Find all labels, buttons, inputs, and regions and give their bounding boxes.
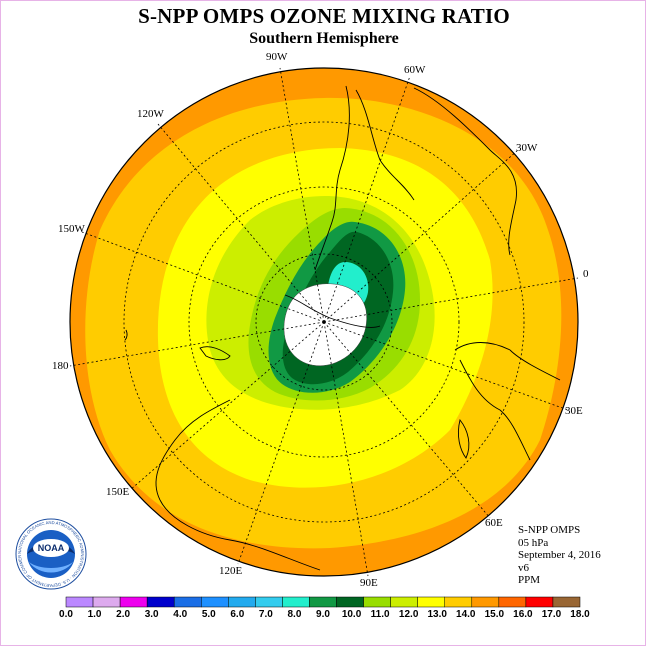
colorbar-swatch <box>201 596 229 608</box>
colorbar-tick-label: 10.0 <box>341 609 362 620</box>
info-level: 05 hPa <box>518 536 549 549</box>
graticule <box>69 67 579 577</box>
colorbar-swatch <box>525 596 554 608</box>
colorbar-tick-label: 18.0 <box>570 609 590 620</box>
colorbar <box>65 596 581 608</box>
colorbar-tick-label: 3.0 <box>144 609 159 620</box>
colorbar-swatch <box>228 596 256 608</box>
logo-text: NOAA <box>38 543 65 553</box>
colorbar-swatch <box>255 596 283 608</box>
colorbar-tick-label: 13.0 <box>427 609 447 620</box>
colorbar-swatch <box>92 596 121 608</box>
lon-label-150w: 150W <box>58 223 85 235</box>
colorbar-tick-label: 0.0 <box>59 609 73 620</box>
colorbar-tick-label: 17.0 <box>541 609 562 620</box>
colorbar-swatch <box>119 596 148 608</box>
lon-label-60w: 60W <box>404 64 426 76</box>
pole-dot <box>322 320 326 324</box>
colorbar-swatch <box>336 596 364 608</box>
colorbar-tick-label: 5.0 <box>201 609 216 620</box>
lon-label-30w: 30W <box>516 142 538 154</box>
lon-label-30e: 30E <box>565 405 583 417</box>
lon-label-60e: 60E <box>485 517 503 529</box>
colorbar-swatch <box>552 596 581 608</box>
lon-label-0: 0 <box>583 268 589 280</box>
colorbar-tick-label: 14.0 <box>456 609 476 620</box>
colorbar-swatch <box>471 596 500 608</box>
colorbar-tick-label: 7.0 <box>258 609 273 620</box>
colorbar-swatch <box>146 596 175 608</box>
lon-label-90w: 90W <box>266 51 288 63</box>
colorbar-tick-label: 2.0 <box>116 609 131 620</box>
noaa-logo: NATIONAL OCEANIC AND ATMOSPHERIC ADMINIS… <box>15 518 87 590</box>
colorbar-tick-label: 15.0 <box>484 609 505 620</box>
map-border <box>69 67 579 577</box>
lon-label-90e: 90E <box>360 577 378 589</box>
info-units: PPM <box>518 574 541 586</box>
colorbar-tick-label: 6.0 <box>230 609 245 620</box>
chart-title: S-NPP OMPS OZONE MIXING RATIO <box>138 4 510 28</box>
colorbar-swatch <box>390 596 418 608</box>
colorbar-tick-label: 12.0 <box>398 609 419 620</box>
lon-label-120e: 120E <box>219 565 243 577</box>
coastlines <box>124 85 561 571</box>
chart-subtitle: Southern Hemisphere <box>249 30 399 47</box>
lon-label-150e: 150E <box>106 486 130 498</box>
colorbar-swatch <box>444 596 473 608</box>
polar-night <box>283 283 367 366</box>
colorbar-swatch <box>498 596 527 608</box>
product-info: S-NPP OMPS 05 hPa September 4, 2016 v6 P… <box>518 524 601 587</box>
info-version: v6 <box>518 561 529 574</box>
colorbar-swatch <box>282 596 310 608</box>
colorbar-swatch <box>363 596 391 608</box>
colorbar-tick-label: 11.0 <box>370 609 390 620</box>
colorbar-swatch <box>65 596 94 608</box>
info-instrument: S-NPP OMPS <box>518 524 581 536</box>
colorbar-swatch <box>417 596 445 608</box>
colorbar-swatch <box>309 596 337 608</box>
colorbar-tick-label: 8.0 <box>287 609 302 620</box>
colorbar-tick-label: 16.0 <box>513 609 533 620</box>
info-date: September 4, 2016 <box>518 549 601 561</box>
colorbar-tick-label: 1.0 <box>87 609 102 620</box>
lon-label-120w: 120W <box>137 108 164 120</box>
colorbar-tick-label: 9.0 <box>316 609 330 620</box>
colorbar-tick-label: 4.0 <box>173 609 188 620</box>
colorbar-swatch <box>173 596 202 608</box>
lon-label-180: 180 <box>52 360 69 372</box>
